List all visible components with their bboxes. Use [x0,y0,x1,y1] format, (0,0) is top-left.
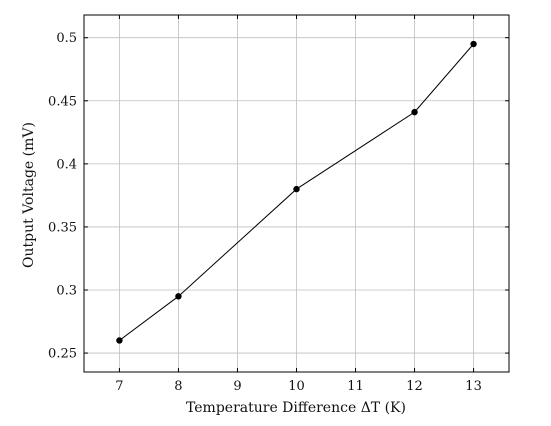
y-axis-title: Output Voltage (mV) [21,122,37,268]
y-tick-label: 0.3 [56,284,77,299]
y-tick-label: 0.5 [56,31,77,46]
grid-lines [84,15,509,372]
y-tick-label: 0.4 [56,157,77,172]
x-tick-label: 8 [174,379,182,394]
x-axis-title: Temperature Difference ΔT (K) [186,400,406,416]
y-tick-label: 0.45 [48,94,77,109]
data-point [116,337,123,344]
x-tick-label: 10 [288,379,305,394]
axis-ticks [84,15,509,372]
data-points [116,40,477,344]
data-point [293,185,300,193]
x-tick-label: 13 [465,379,482,394]
x-tick-label: 11 [347,379,364,394]
y-tick-label: 0.35 [48,220,77,235]
x-tick-label: 7 [115,379,123,394]
x-tick-labels: 7 8 9 10 11 12 13 [115,379,482,394]
y-tick-labels: 0.25 0.3 0.35 0.4 0.45 0.5 [48,31,77,361]
data-point [175,293,182,300]
data-point [411,108,418,116]
data-point [470,40,477,48]
y-tick-label: 0.25 [48,347,77,362]
x-tick-label: 12 [406,379,423,394]
x-tick-label: 9 [233,379,241,394]
